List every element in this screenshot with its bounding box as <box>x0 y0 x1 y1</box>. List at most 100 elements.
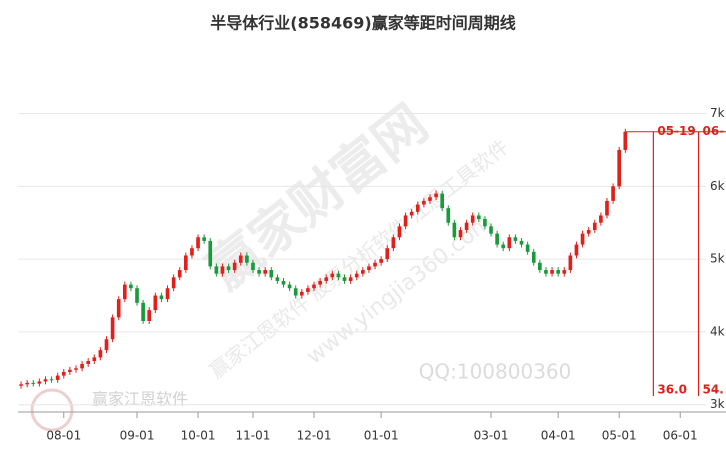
candle-body <box>550 270 554 274</box>
candle-body <box>232 262 237 271</box>
candle-body <box>122 284 127 300</box>
candle-body <box>263 270 268 274</box>
candle-body <box>611 186 615 201</box>
candle-body <box>391 237 396 249</box>
candle-body <box>507 237 512 249</box>
candle-body <box>257 270 261 274</box>
candle-body <box>452 222 457 238</box>
candle-body <box>74 368 78 370</box>
candle-body <box>599 215 603 223</box>
candle-body <box>422 200 426 205</box>
candle-body <box>129 284 133 289</box>
candle-body <box>605 200 609 216</box>
candle-body <box>245 255 249 263</box>
cycle-label: 54. <box>703 383 724 397</box>
candle-body <box>80 363 84 369</box>
candle-body <box>489 226 493 234</box>
candle-body <box>68 369 72 372</box>
grid: 3k 4k 5k 6k 7k 08-01 09-01 10-01 11-01 12-01 01-01… <box>18 106 725 443</box>
candle-body <box>348 277 353 281</box>
candle-body <box>476 215 481 220</box>
candle-body <box>556 270 560 274</box>
candle-body <box>568 255 573 271</box>
watermark-logo <box>30 388 74 432</box>
candle-body <box>306 288 310 292</box>
x-tick-label: 01-01 <box>364 429 399 443</box>
candle-body <box>483 219 487 227</box>
candle-body <box>617 149 622 187</box>
candle-body <box>92 357 97 362</box>
x-tick-label: 06-01 <box>663 429 698 443</box>
candle-body <box>446 208 451 223</box>
candle-body <box>531 251 536 263</box>
candle-body <box>135 288 139 303</box>
candle-body <box>403 215 408 227</box>
candle-body <box>495 233 499 245</box>
candle-body <box>354 273 359 278</box>
candle-body <box>238 255 243 263</box>
candle-body <box>104 339 109 351</box>
candle-body <box>159 295 164 300</box>
candle-body <box>220 266 225 274</box>
candle-body <box>538 262 542 271</box>
candle-body <box>513 237 518 241</box>
candle-body <box>165 288 170 300</box>
candle-body <box>214 266 219 274</box>
cycle-date: 05-19 <box>657 124 695 138</box>
candle-body <box>196 237 200 249</box>
candle-body <box>342 277 347 281</box>
chart-title: 半导体行业(858469)赢家等距时间周期线 <box>210 14 515 33</box>
candle-body <box>330 273 335 278</box>
cycle-date: 06- <box>703 124 725 138</box>
candle-body <box>55 375 60 380</box>
candle-body <box>544 270 548 274</box>
y-tick-label: 4k <box>710 324 725 338</box>
candle-body <box>580 233 585 245</box>
candle-body <box>562 270 567 274</box>
candle-body <box>574 244 579 256</box>
candle-body <box>379 259 383 263</box>
candle-body <box>361 270 365 274</box>
candle-body <box>19 384 23 386</box>
candle-body <box>397 226 402 238</box>
candle-body <box>275 277 280 281</box>
candle-body <box>464 222 469 230</box>
x-tick-label: 08-01 <box>46 429 81 443</box>
candle-body <box>501 244 506 249</box>
candle-body <box>147 310 152 321</box>
candle-body <box>592 222 597 230</box>
watermark: QQ:100800360 <box>419 360 572 384</box>
candle-body <box>409 211 414 216</box>
x-tick-label: 10-01 <box>181 429 216 443</box>
candle-body <box>184 255 188 271</box>
candle-body <box>141 302 145 321</box>
candle-body <box>226 266 231 271</box>
x-tick-label: 11-01 <box>236 429 271 443</box>
candle-body <box>202 237 206 241</box>
candle-body <box>324 277 329 281</box>
candle-body <box>434 193 438 198</box>
candle-body <box>86 361 91 364</box>
x-tick-label: 09-01 <box>120 429 155 443</box>
candle-body <box>110 317 115 340</box>
x-tick-label: 05-01 <box>602 429 637 443</box>
candle-body <box>440 193 445 209</box>
candle-body <box>299 291 304 296</box>
y-tick-label: 5k <box>710 252 725 266</box>
candle-body <box>367 266 371 271</box>
x-tick-label: 03-01 <box>474 429 509 443</box>
candle-body <box>519 240 524 245</box>
candle-body <box>586 230 591 234</box>
cycle-label: 36.0 <box>657 383 687 397</box>
candle-body <box>251 262 255 271</box>
candle-body <box>25 382 29 385</box>
candle-body <box>428 197 432 201</box>
candle-body <box>37 381 42 384</box>
y-tick-label: 7k <box>710 106 725 120</box>
candle-body <box>336 273 341 278</box>
candle-body <box>269 270 274 278</box>
candle-body <box>318 280 322 285</box>
candle-body <box>293 288 298 296</box>
